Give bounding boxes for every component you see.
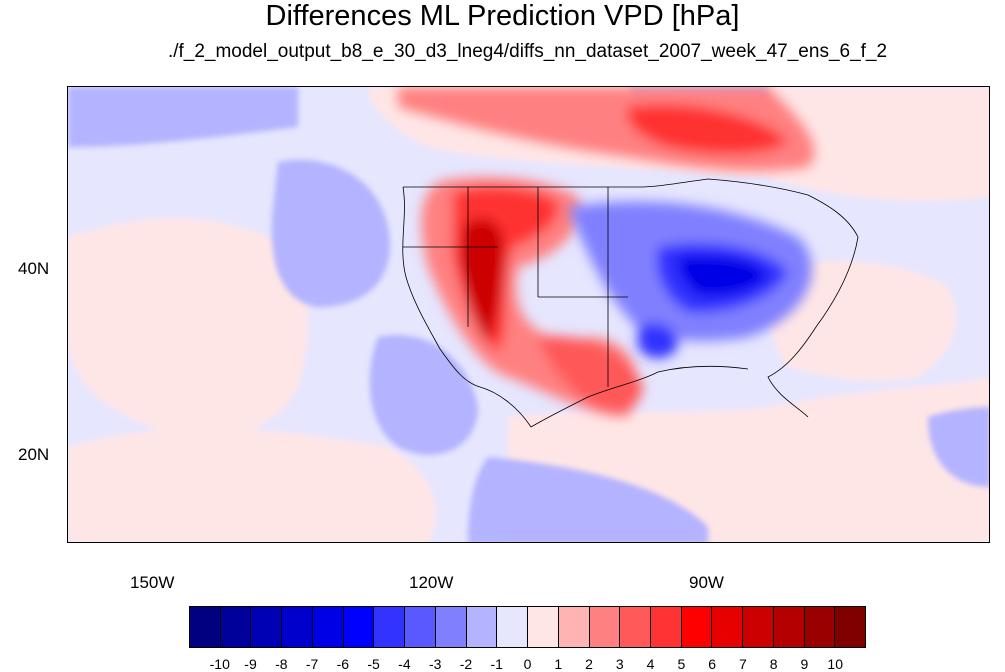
colorbar-swatch [435, 607, 467, 647]
colorbar-tick-label: 2 [585, 656, 593, 672]
colorbar-tick-label: 0 [523, 656, 532, 672]
colorbar-tick-label: 9 [800, 656, 809, 672]
colorbar-swatch [743, 607, 774, 647]
lat-tick-label: 20N [18, 445, 50, 464]
colorbar-tick-label: 3 [615, 656, 624, 672]
colorbar-tick-label: -4 [398, 656, 411, 672]
colorbar [189, 606, 866, 648]
colorbar-swatch [251, 607, 283, 647]
lon-tick-label: 120W [409, 573, 454, 592]
colorbar-swatch [651, 607, 682, 647]
colorbar-swatch [282, 607, 313, 647]
blue-anomaly-east [568, 201, 812, 359]
colorbar-tick-label: 10 [827, 656, 843, 672]
colorbar-swatch [558, 607, 590, 647]
map-subtitle: ./f_2_model_output_b8_e_30_d3_lneg4/diff… [167, 41, 888, 62]
colorbar-tick-label: -5 [367, 656, 380, 672]
colorbar-tick-label: -1 [490, 656, 503, 672]
colorbar-tick-label: 6 [708, 656, 717, 672]
colorbar-swatch [589, 607, 621, 647]
vpd-difference-map [68, 87, 989, 542]
colorbar-tick-label: 7 [739, 656, 747, 672]
colorbar-swatch [712, 607, 744, 647]
colorbar-swatch [220, 607, 252, 647]
colorbar-swatch [466, 607, 498, 647]
colorbar-tick-label: 1 [554, 656, 563, 672]
colorbar-swatch [835, 607, 866, 647]
colorbar-swatch [773, 607, 805, 647]
colorbar-swatch [405, 607, 436, 647]
colorbar-swatch [190, 607, 221, 647]
red-anomaly-west [421, 177, 643, 417]
lon-tick-label: 90W [689, 573, 724, 592]
colorbar-swatch [528, 607, 559, 647]
colorbar-tick-label: -9 [244, 656, 257, 672]
map-plot-area [67, 86, 990, 543]
colorbar-tick-label: -7 [305, 656, 319, 672]
colorbar-swatch [497, 607, 529, 647]
colorbar-swatch [343, 607, 375, 647]
colorbar-swatch [312, 607, 344, 647]
colorbar-tick-label: -10 [209, 656, 230, 672]
colorbar-tick-label: 8 [769, 656, 778, 672]
colorbar-swatch [681, 607, 713, 647]
lat-tick-label: 40N [18, 259, 50, 278]
colorbar-swatch [804, 607, 836, 647]
colorbar-swatch [620, 607, 652, 647]
map-title: Differences ML Prediction VPD [hPa] [265, 0, 740, 32]
colorbar-tick-label: 4 [646, 656, 655, 672]
lon-tick-label: 150W [130, 573, 175, 592]
colorbar-tick-label: 5 [677, 656, 686, 672]
red-anomaly-north [398, 87, 815, 172]
colorbar-swatch [374, 607, 406, 647]
colorbar-tick-label: -3 [428, 656, 442, 672]
light-blue-fields [68, 87, 989, 542]
colorbar-tick-label: -2 [459, 656, 473, 672]
colorbar-tick-label: -6 [336, 656, 350, 672]
coastlines [402, 178, 859, 428]
colorbar-tick-label: -8 [275, 656, 288, 672]
